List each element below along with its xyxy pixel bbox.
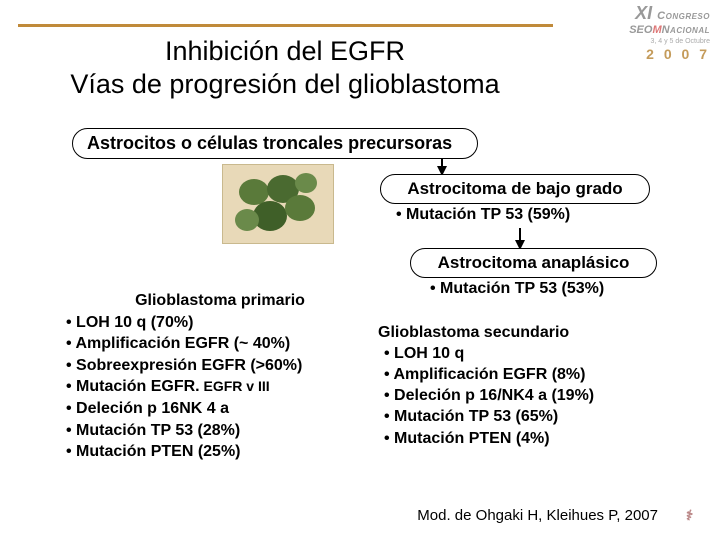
secondary-title: Glioblastoma secundario [378, 322, 678, 343]
list-item: Mutación PTEN (25%) [66, 441, 360, 463]
node-anaplastic: Astrocitoma anaplásico [410, 248, 657, 278]
node-precursor: Astrocitos o células troncales precursor… [72, 128, 478, 159]
list-item: Mutación PTEN (4%) [384, 428, 678, 449]
primary-title: Glioblastoma primario [60, 290, 360, 312]
list-item: Mutación TP 53 (28%) [66, 420, 360, 442]
footer-logo-icon: ⚕ [670, 504, 706, 526]
logo-year: 2 0 0 7 [560, 47, 710, 62]
list-item: Mutación EGFR. EGFR v III [66, 376, 360, 398]
header-rule [18, 24, 553, 27]
list-item: Amplificación EGFR (~ 40%) [66, 333, 360, 355]
secondary-list: LOH 10 q Amplificación EGFR (8%) Deleció… [378, 343, 678, 449]
anaplastic-detail: Mutación TP 53 (53%) [430, 280, 604, 298]
node-primary: Glioblastoma primario LOH 10 q (70%) Amp… [60, 290, 360, 463]
list-item: Deleción p 16/NK4 a (19%) [384, 385, 678, 406]
low-grade-detail: Mutación TP 53 (59%) [396, 206, 570, 224]
list-item: Sobreexpresión EGFR (>60%) [66, 355, 360, 377]
list-item: Mutación TP 53 (65%) [384, 406, 678, 427]
node-secondary: Glioblastoma secundario LOH 10 q Amplifi… [378, 322, 678, 449]
list-item: Deleción p 16NK 4 a [66, 398, 360, 420]
slide-title-1: Inhibición del EGFR [0, 36, 570, 67]
logo-dates: 3, 4 y 5 de Octubre [560, 38, 710, 46]
congress-logo: XI Congreso SEOMNacional 3, 4 y 5 de Oct… [560, 4, 710, 74]
logo-word1: Congreso [657, 10, 710, 22]
logo-seorg: SEO [629, 24, 652, 36]
slide-title-block: Inhibición del EGFR Vías de progresión d… [0, 36, 570, 100]
citation: Mod. de Ohgaki H, Kleihues P, 2007 [417, 507, 658, 524]
list-item: LOH 10 q [384, 343, 678, 364]
logo-word2: Nacional [662, 24, 710, 36]
primary-list: LOH 10 q (70%) Amplificación EGFR (~ 40%… [60, 312, 360, 463]
cell-illustration [222, 164, 334, 244]
list-item: LOH 10 q (70%) [66, 312, 360, 334]
logo-roman: XI [635, 3, 652, 23]
slide-title-2: Vías de progresión del glioblastoma [0, 69, 570, 100]
node-low-grade: Astrocitoma de bajo grado [380, 174, 650, 204]
list-item: Amplificación EGFR (8%) [384, 364, 678, 385]
